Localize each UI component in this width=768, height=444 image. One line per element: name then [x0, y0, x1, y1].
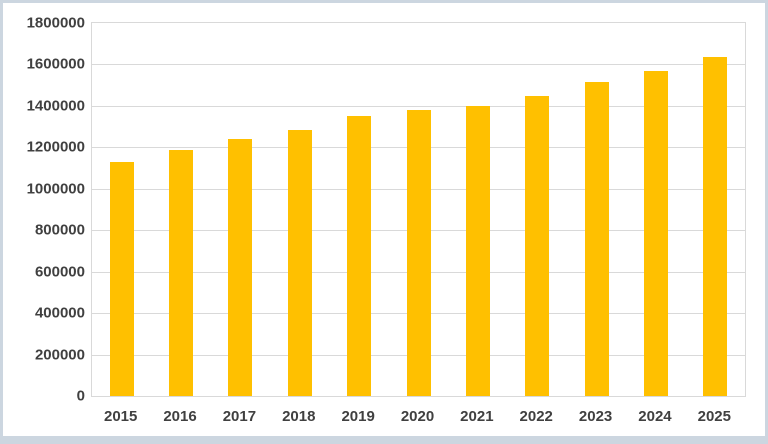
bar-2020 — [406, 110, 431, 396]
bar-2016 — [169, 150, 194, 396]
y-axis-label: 1200000 — [26, 138, 85, 156]
bar-2025 — [703, 57, 728, 396]
x-axis-label: 2021 — [460, 408, 494, 425]
x-axis-label: 2020 — [400, 408, 435, 425]
bar-2021 — [465, 105, 490, 396]
y-axis-label: 800000 — [34, 221, 85, 239]
bar-2015 — [109, 161, 134, 396]
y-axis-label: 400000 — [34, 304, 85, 322]
y-axis-label: 0 — [76, 387, 85, 405]
y-axis-label: 1000000 — [26, 180, 85, 198]
x-axis-label: 2023 — [578, 408, 613, 425]
x-axis-label: 2016 — [163, 408, 197, 425]
x-axis-label: 2018 — [282, 408, 316, 425]
y-axis-label: 200000 — [34, 346, 85, 364]
x-axis-tick-labels: 2015 2016 2017 2018 2019 2020 2021 2022 2023 2024… — [91, 404, 746, 430]
gridline — [92, 105, 745, 107]
x-axis-label: 2015 — [103, 408, 138, 425]
bar-2018 — [287, 129, 312, 396]
bar-2019 — [347, 116, 372, 396]
x-axis-label: 2019 — [341, 408, 375, 425]
gridline — [92, 64, 745, 66]
x-axis-label: 2022 — [519, 408, 553, 425]
y-axis-label: 600000 — [34, 263, 85, 281]
x-axis-label: 2024 — [638, 408, 672, 425]
y-axis-label: 1400000 — [26, 97, 85, 115]
y-axis-label: 1800000 — [26, 14, 85, 32]
bar-2024 — [643, 70, 668, 396]
y-axis-label: 1600000 — [26, 55, 85, 73]
plot-area — [91, 22, 746, 397]
x-axis-label: 2025 — [697, 408, 731, 425]
bar-2017 — [228, 139, 253, 396]
x-axis-label: 2017 — [222, 408, 257, 425]
y-axis-tick-labels: 0 200000 400000 600000 800000 1000000 1200000 1… — [3, 15, 85, 405]
bar-2023 — [584, 82, 609, 396]
bar-2022 — [525, 95, 550, 396]
